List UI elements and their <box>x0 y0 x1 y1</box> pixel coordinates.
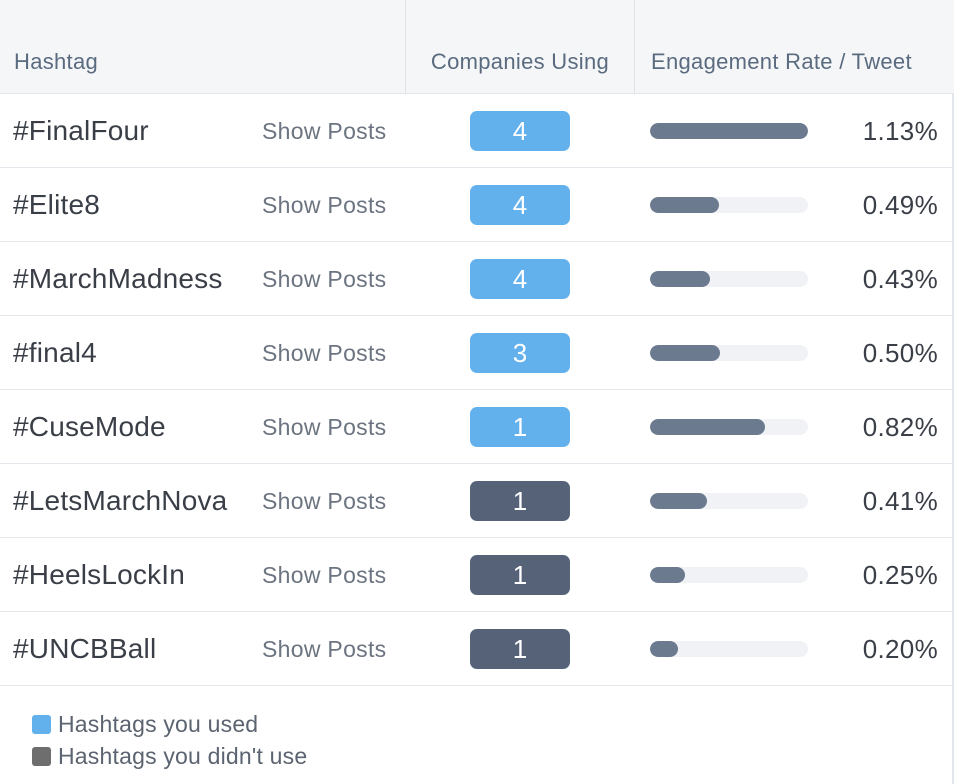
show-posts-link[interactable]: Show Posts <box>262 561 387 588</box>
companies-count-badge: 1 <box>470 481 570 521</box>
table-row: #Elite8 Show Posts 4 0.49% <box>0 168 954 242</box>
legend-item-unused: Hashtags you didn't use <box>32 740 307 772</box>
table-row: #MarchMadness Show Posts 4 0.43% <box>0 242 954 316</box>
column-header-engagement-rate[interactable]: Engagement Rate / Tweet <box>651 49 912 74</box>
companies-count-badge: 4 <box>470 259 570 299</box>
engagement-bar-track <box>650 197 808 213</box>
table-header: Hashtag Companies Using Engagement Rate … <box>0 0 954 94</box>
engagement-rate-value: 0.20% <box>862 633 938 664</box>
engagement-rate-value: 0.41% <box>862 485 938 516</box>
hashtag-label: #MarchMadness <box>13 263 223 294</box>
engagement-rate-value: 0.50% <box>862 337 938 368</box>
companies-count-badge: 1 <box>470 555 570 595</box>
legend: Hashtags you used Hashtags you didn't us… <box>32 708 307 772</box>
engagement-bar-fill <box>650 567 685 583</box>
engagement-bar-track <box>650 123 808 139</box>
hashtag-label: #HeelsLockIn <box>13 559 186 590</box>
companies-count-badge: 4 <box>470 185 570 225</box>
table-row: #HeelsLockIn Show Posts 1 0.25% <box>0 538 954 612</box>
hashtag-label: #UNCBBall <box>13 633 157 664</box>
table-row: #LetsMarchNova Show Posts 1 0.41% <box>0 464 954 538</box>
show-posts-link[interactable]: Show Posts <box>262 487 387 514</box>
hashtag-label: #LetsMarchNova <box>13 485 228 516</box>
show-posts-link[interactable]: Show Posts <box>262 413 387 440</box>
table-row: #UNCBBall Show Posts 1 0.20% <box>0 612 954 686</box>
engagement-bar-track <box>650 641 808 657</box>
companies-count-badge: 1 <box>470 407 570 447</box>
table-row: #final4 Show Posts 3 0.50% <box>0 316 954 390</box>
legend-label-unused: Hashtags you didn't use <box>58 742 308 769</box>
engagement-bar-fill <box>650 271 710 287</box>
show-posts-link[interactable]: Show Posts <box>262 339 387 366</box>
engagement-bar-fill <box>650 419 765 435</box>
show-posts-link[interactable]: Show Posts <box>262 265 387 292</box>
engagement-bar-track <box>650 345 808 361</box>
engagement-bar-track <box>650 567 808 583</box>
engagement-bar-fill <box>650 123 808 139</box>
companies-count-badge: 4 <box>470 111 570 151</box>
engagement-bar-fill <box>650 493 707 509</box>
show-posts-link[interactable]: Show Posts <box>262 635 387 662</box>
show-posts-link[interactable]: Show Posts <box>262 191 387 218</box>
show-posts-link[interactable]: Show Posts <box>262 117 387 144</box>
companies-count-badge: 1 <box>470 629 570 669</box>
companies-count-badge: 3 <box>470 333 570 373</box>
hashtag-label: #FinalFour <box>13 115 149 146</box>
legend-item-used: Hashtags you used <box>32 708 307 740</box>
legend-label-used: Hashtags you used <box>58 710 259 737</box>
hashtag-label: #final4 <box>13 337 97 368</box>
legend-swatch-used <box>32 714 51 734</box>
column-header-hashtag[interactable]: Hashtag <box>0 0 406 94</box>
engagement-rate-value: 0.43% <box>862 263 938 294</box>
engagement-bar-track <box>650 493 808 509</box>
engagement-bar-fill <box>650 641 678 657</box>
engagement-bar-fill <box>650 345 720 361</box>
engagement-rate-value: 0.82% <box>862 411 938 442</box>
engagement-bar-fill <box>650 197 719 213</box>
engagement-bar-track <box>650 419 808 435</box>
engagement-rate-value: 0.49% <box>862 189 938 220</box>
legend-swatch-unused <box>32 746 51 766</box>
table-row: #FinalFour Show Posts 4 1.13% <box>0 94 954 168</box>
engagement-rate-value: 0.25% <box>862 559 938 590</box>
column-header-companies-using[interactable]: Companies Using <box>406 0 635 94</box>
engagement-bar-track <box>650 271 808 287</box>
hashtag-label: #CuseMode <box>13 411 166 442</box>
table-row: #CuseMode Show Posts 1 0.82% <box>0 390 954 464</box>
hashtag-label: #Elite8 <box>13 189 101 220</box>
engagement-rate-value: 1.13% <box>862 115 938 146</box>
